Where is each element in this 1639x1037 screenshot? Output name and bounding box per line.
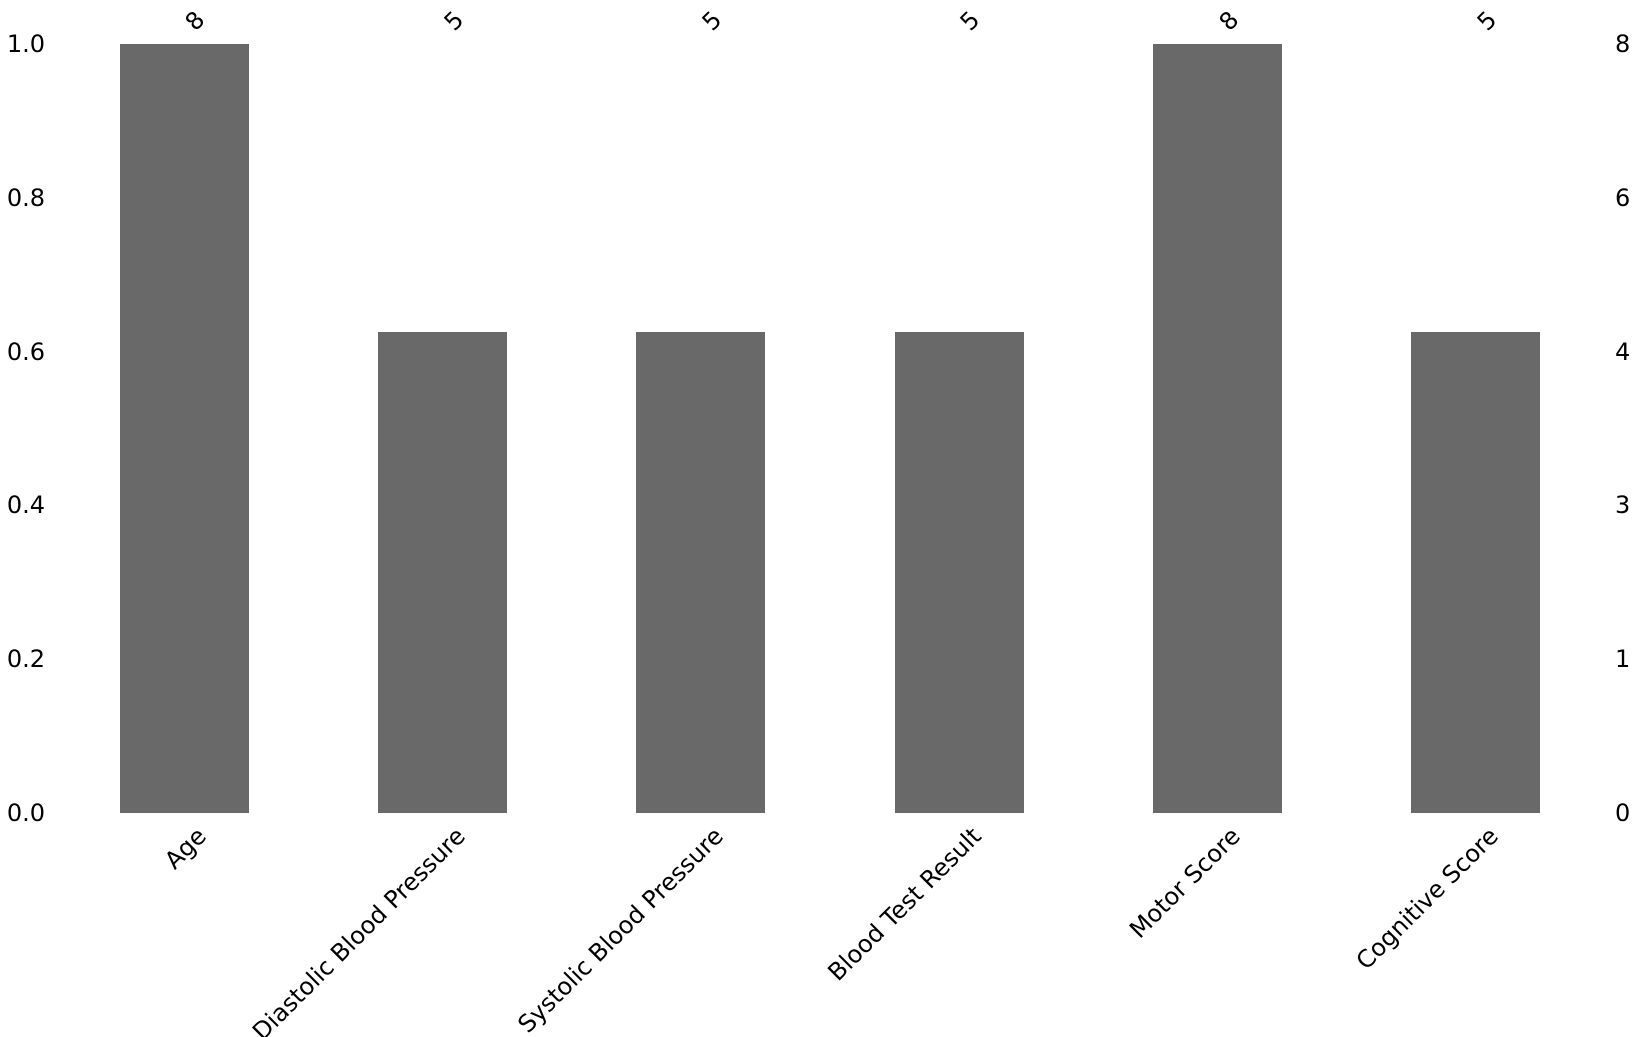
left-axis-tick-label: 0.8 <box>6 183 45 212</box>
x-axis-category-label: Age <box>159 822 212 875</box>
right-axis-tick-label: 1 <box>1615 645 1631 674</box>
left-axis-tick-label: 0.6 <box>6 337 45 366</box>
bar-value-label: 5 <box>1471 5 1503 37</box>
x-axis-category-label: Diastolic Blood Pressure <box>246 822 471 1037</box>
right-axis-tick-label: 0 <box>1615 799 1631 827</box>
bar-value-label: 5 <box>438 5 469 37</box>
x-axis-category-label: Cognitive Score <box>1350 822 1504 976</box>
bar-age <box>119 44 249 813</box>
x-axis-category-label: Blood Test Result <box>822 822 987 987</box>
left-axis-tick-label: 0.4 <box>6 491 45 520</box>
bar-value-label: 8 <box>1213 5 1244 37</box>
right-axis-tick-label: 4 <box>1615 337 1631 366</box>
x-axis-category-label: Systolic Blood Pressure <box>512 822 729 1037</box>
right-axis-tick-label: 8 <box>1615 30 1631 58</box>
left-axis-tick-label: 0.2 <box>6 645 45 674</box>
right-axis-tick-label: 6 <box>1615 183 1631 212</box>
bar-diastolic-blood-pressure <box>377 332 508 813</box>
left-axis-tick-label: 0.0 <box>6 799 45 827</box>
bar-systolic-blood-pressure <box>636 332 766 813</box>
bar-value-label: 5 <box>696 5 728 37</box>
right-axis-tick-label: 3 <box>1615 491 1631 520</box>
x-axis-category-label: Motor Score <box>1123 822 1246 944</box>
bar-blood-test-result <box>894 332 1024 813</box>
bar-motor-score <box>1152 44 1283 813</box>
bar-cognitive-score <box>1411 332 1541 813</box>
bar-value-label: 5 <box>954 5 986 37</box>
left-axis-tick-label: 1.0 <box>6 30 45 58</box>
bar-value-label: 8 <box>179 5 211 37</box>
